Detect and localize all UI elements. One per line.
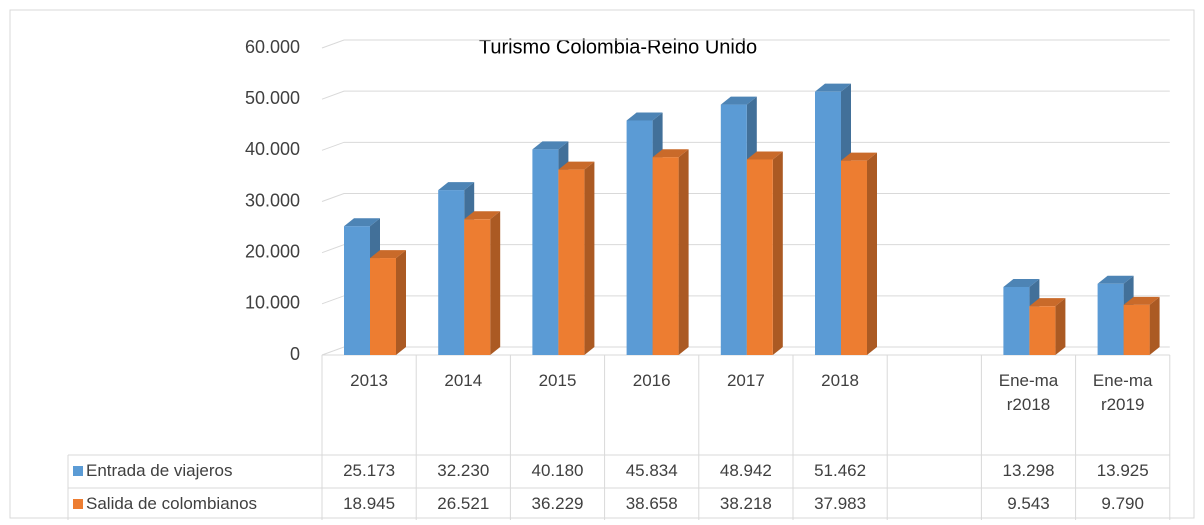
table-value: 13.298 [1002, 461, 1055, 480]
bar [841, 160, 867, 355]
table-value: 25.173 [343, 461, 396, 480]
bar-top [626, 112, 663, 121]
table-value: 36.229 [531, 494, 584, 513]
bar-side [396, 250, 406, 355]
table-value: 38.218 [719, 494, 772, 513]
bar-top [1097, 275, 1134, 284]
bar-side [772, 151, 783, 355]
legend-swatch [73, 499, 83, 509]
bar-top [464, 211, 501, 220]
x-tick-label: 2014 [444, 371, 483, 390]
bar [464, 219, 491, 355]
chart-border [9, 9, 1195, 519]
grid-line [321, 39, 1170, 49]
bar-side [584, 161, 595, 355]
bar [558, 169, 585, 355]
bar-side [678, 149, 689, 355]
bar-side [867, 152, 877, 355]
table-value: 38.658 [625, 494, 678, 513]
bar-side [1149, 296, 1160, 355]
bar [344, 226, 370, 355]
legend-swatch [73, 466, 83, 476]
bar [1123, 304, 1150, 355]
x-tick-label: 2018 [821, 371, 859, 390]
x-tick-label: 2013 [350, 371, 388, 390]
table-value: 9.543 [1007, 494, 1050, 513]
bar-top [1123, 296, 1160, 305]
legend-label: Salida de colombianos [86, 494, 258, 513]
bar-top [1029, 298, 1066, 307]
bar-top [344, 218, 380, 227]
bar-top [1003, 278, 1040, 287]
bar [532, 149, 559, 355]
bar-top [746, 151, 783, 160]
table-value: 13.925 [1096, 461, 1149, 480]
bar [720, 104, 747, 355]
bar-side [1055, 298, 1066, 355]
table-value: 18.945 [343, 494, 396, 513]
x-tick-label: Ene-mar2019 [1092, 371, 1153, 414]
grid-line [321, 90, 1170, 100]
bar-top [370, 250, 406, 259]
table-value: 48.942 [719, 461, 772, 480]
table-value: 32.230 [437, 461, 490, 480]
table-value: 26.521 [437, 494, 490, 513]
x-tick-label: 2015 [538, 371, 577, 390]
y-tick-label: 0 [290, 344, 300, 364]
grid-line [321, 193, 1170, 202]
bar [626, 120, 653, 355]
grid-line [321, 141, 1170, 151]
table-value: 37.983 [814, 494, 867, 513]
bar [815, 91, 841, 355]
bar [370, 258, 396, 355]
bar [652, 157, 679, 355]
x-tick-label: 2017 [726, 371, 765, 390]
bar-top [841, 152, 877, 161]
bar [746, 159, 773, 355]
table-value: 9.790 [1101, 494, 1144, 513]
bar [1029, 306, 1056, 355]
bar-top [438, 182, 475, 191]
legend-label: Entrada de viajeros [86, 461, 233, 480]
bar-side [490, 211, 501, 355]
y-tick-label: 30.000 [245, 190, 300, 210]
y-tick-label: 10.000 [245, 293, 300, 313]
y-tick-label: 50.000 [245, 88, 300, 108]
x-tick-label: 2016 [632, 371, 671, 390]
bar [1097, 283, 1124, 355]
bar [438, 190, 465, 355]
chart-title: Turismo Colombia-Reino Unido [479, 36, 757, 58]
y-tick-label: 60.000 [245, 37, 300, 57]
bar-top [558, 161, 595, 170]
bar-top [815, 83, 851, 92]
table-value: 40.180 [531, 461, 584, 480]
bar [1003, 286, 1030, 355]
bar-top [720, 96, 757, 105]
bar-top [652, 149, 689, 158]
x-tick-label: Ene-mar2018 [998, 371, 1059, 414]
bar-top [532, 141, 569, 150]
table-value: 45.834 [625, 461, 678, 480]
table-value: 51.462 [814, 461, 867, 480]
y-tick-label: 20.000 [245, 241, 300, 261]
y-tick-label: 40.000 [245, 139, 300, 159]
